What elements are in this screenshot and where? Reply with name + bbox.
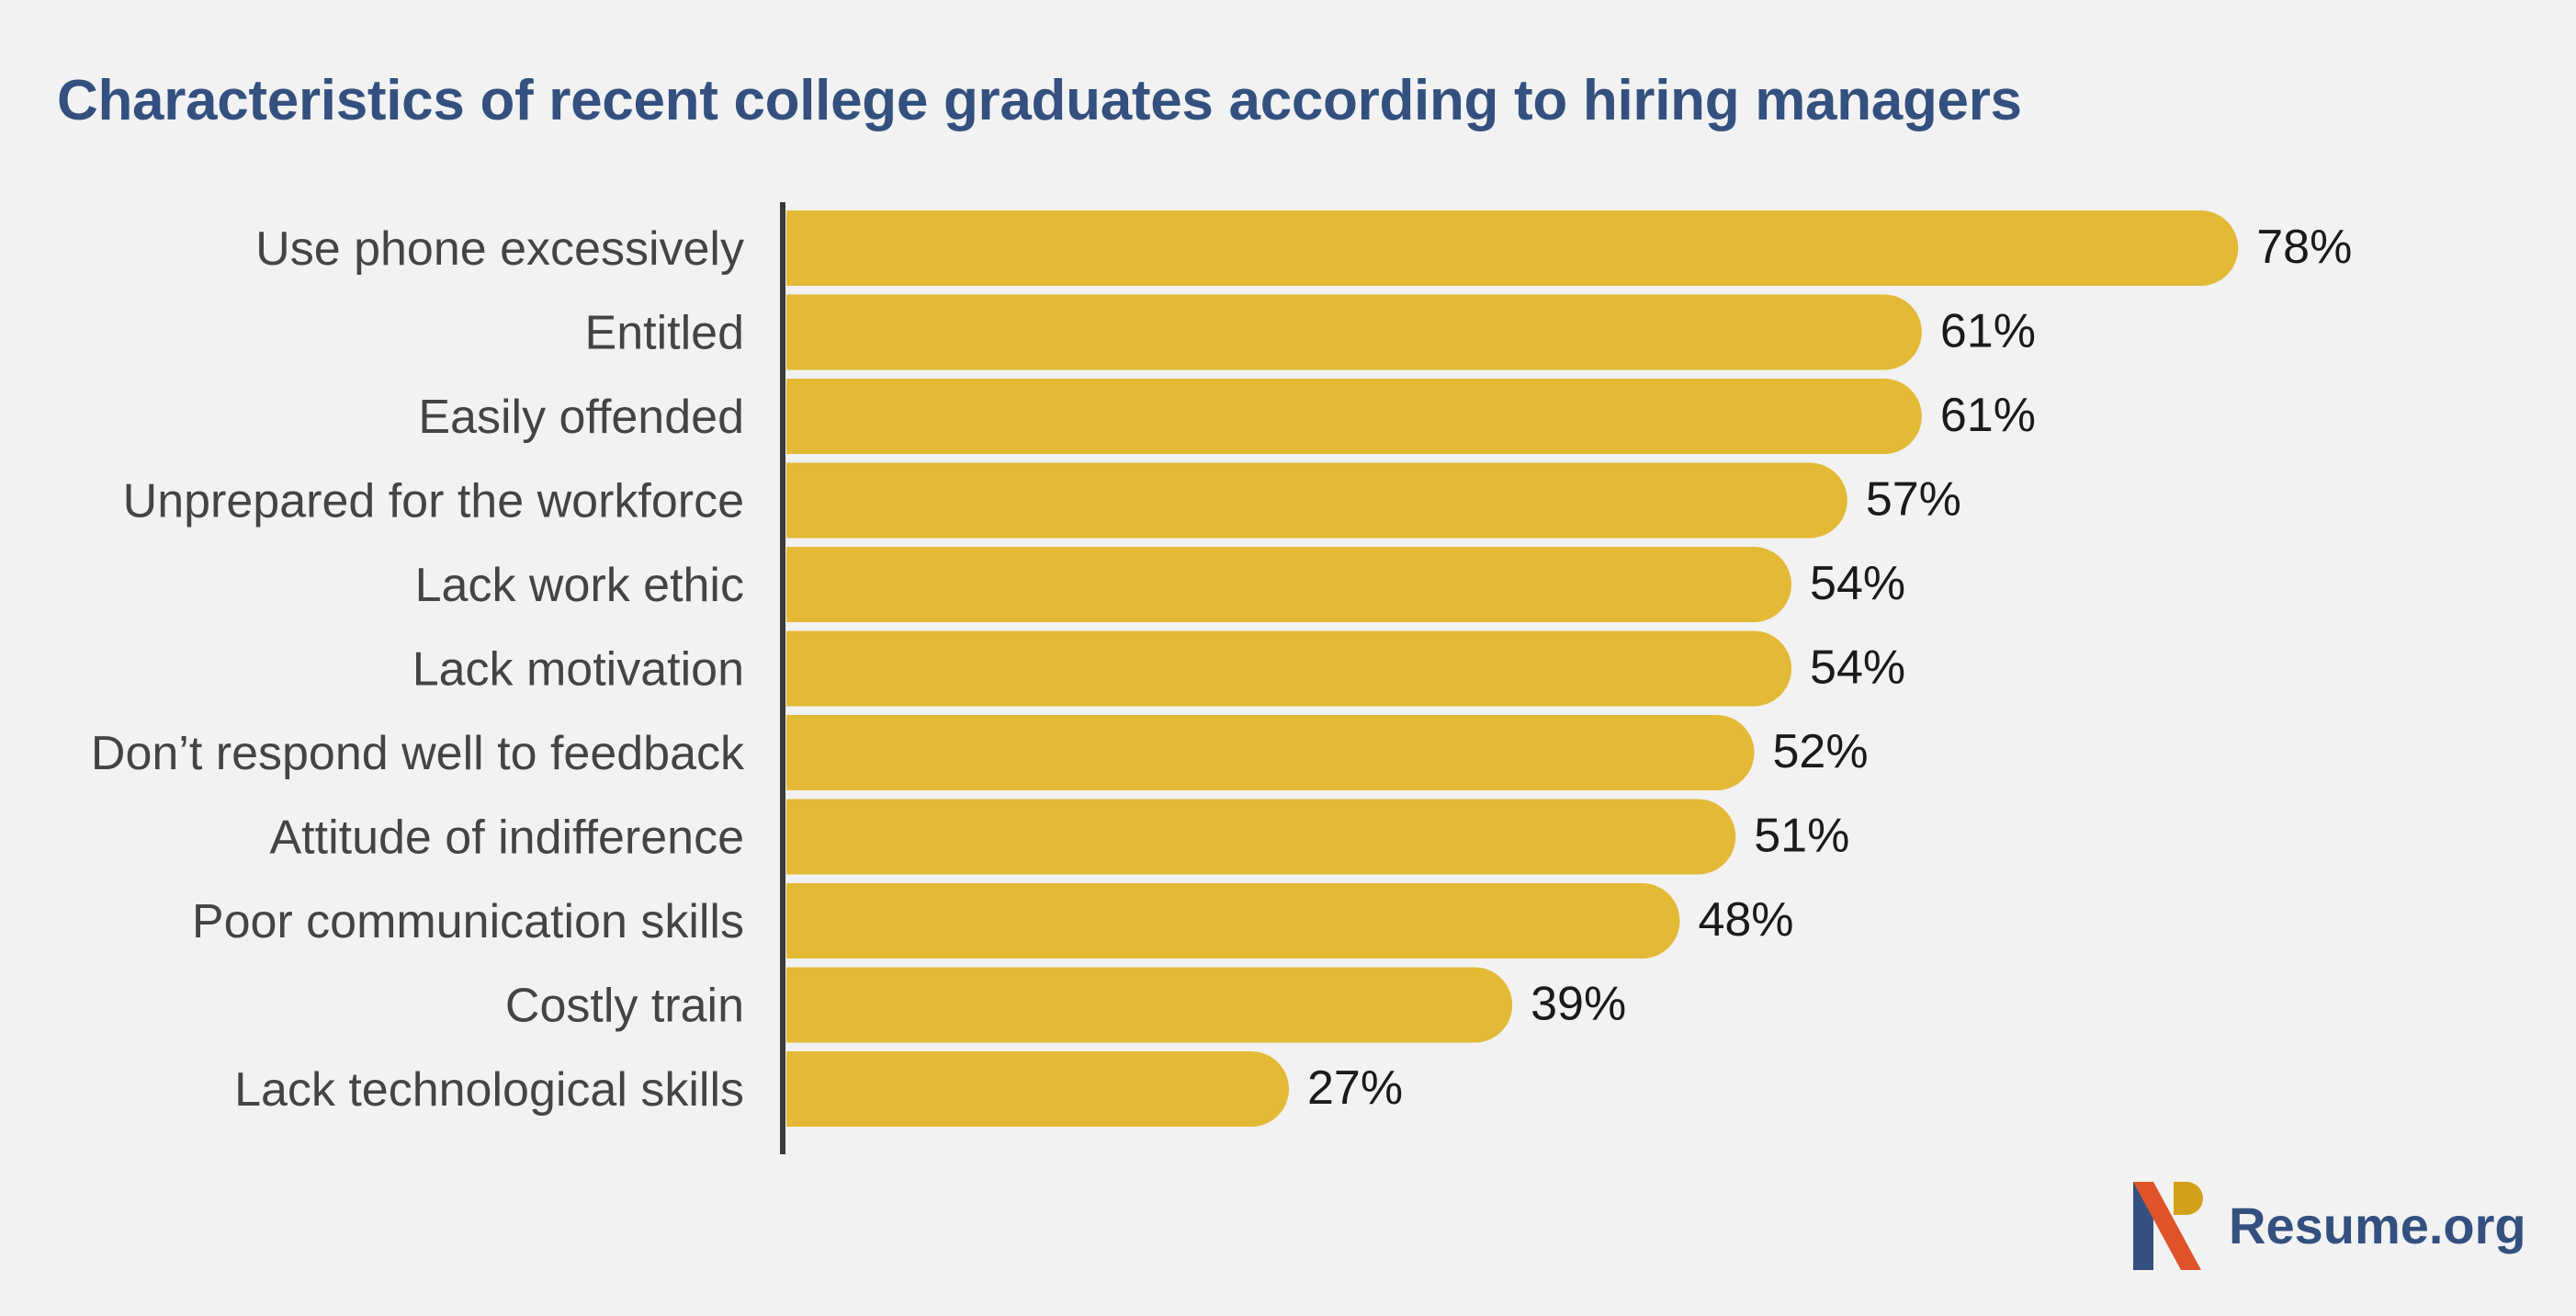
bar bbox=[786, 210, 2239, 286]
category-label: Don’t respond well to feedback bbox=[91, 727, 745, 780]
bar bbox=[786, 883, 1680, 959]
value-label: 52% bbox=[1773, 725, 1869, 778]
category-label: Lack technological skills bbox=[234, 1063, 744, 1117]
value-label: 27% bbox=[1307, 1061, 1403, 1115]
category-label: Use phone excessively bbox=[255, 222, 744, 276]
category-label: Attitude of indifference bbox=[270, 811, 745, 865]
brand-logo: Resume.org bbox=[2133, 1178, 2526, 1272]
category-label: Poor communication skills bbox=[192, 895, 744, 948]
brand-name: Resume.org bbox=[2229, 1196, 2526, 1254]
bar bbox=[786, 715, 1755, 790]
value-label: 51% bbox=[1754, 810, 1849, 863]
value-label: 54% bbox=[1810, 557, 1905, 610]
bar bbox=[786, 547, 1791, 622]
bar bbox=[786, 799, 1736, 875]
bar bbox=[786, 462, 1847, 539]
category-label: Easily offended bbox=[418, 391, 744, 444]
value-label: 48% bbox=[1698, 893, 1793, 947]
value-labels-layer: 78% 61% 61% 57% 54% 54% 52% 51% 48% 39% 27% bbox=[1307, 221, 2352, 1115]
resume-org-logo-icon bbox=[2133, 1182, 2203, 1270]
value-label: 78% bbox=[2256, 221, 2352, 274]
bar bbox=[786, 294, 1922, 370]
bar bbox=[786, 379, 1922, 454]
category-label: Unprepared for the workforce bbox=[123, 475, 744, 528]
value-label: 57% bbox=[1866, 473, 1961, 527]
value-label: 39% bbox=[1531, 978, 1626, 1031]
category-label: Costly train bbox=[505, 980, 744, 1033]
category-labels-layer: Use phone excessively Entitled Easily offe… bbox=[91, 222, 745, 1117]
bar bbox=[786, 1051, 1290, 1127]
bar bbox=[786, 967, 1513, 1043]
category-label: Lack motivation bbox=[412, 643, 744, 697]
chart-title: Characteristics of recent college gradua… bbox=[57, 69, 2022, 132]
value-label: 61% bbox=[1940, 305, 2036, 358]
value-label: 61% bbox=[1940, 389, 2036, 442]
category-label: Lack work ethic bbox=[415, 559, 744, 612]
value-label: 54% bbox=[1810, 641, 1905, 695]
category-label: Entitled bbox=[585, 307, 744, 360]
bar bbox=[786, 630, 1792, 707]
bars-layer bbox=[786, 210, 2239, 1127]
